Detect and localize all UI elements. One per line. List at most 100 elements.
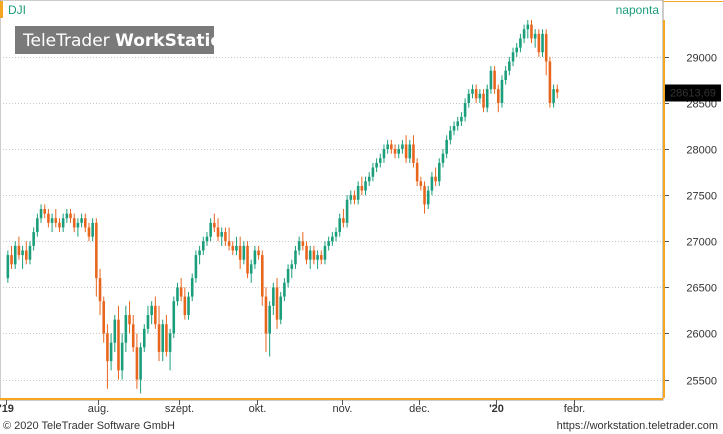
candle-body [91, 222, 94, 237]
candle-layer [6, 20, 559, 394]
candle-body [445, 139, 448, 154]
y-tick-label: 29000 [686, 53, 717, 65]
x-tick-label: okt. [249, 403, 267, 415]
candle-body [544, 33, 548, 62]
candle-body [95, 222, 98, 279]
candle-body [537, 33, 541, 53]
candle-body [268, 305, 271, 334]
candle-body [548, 61, 552, 103]
candle-body [342, 218, 345, 223]
candle-body [6, 255, 10, 279]
candle-body [165, 324, 168, 352]
x-tick-label: szept. [165, 403, 194, 415]
candle-body [519, 38, 522, 48]
candle-body [474, 89, 478, 99]
candle-body [555, 89, 559, 93]
candle-body [522, 29, 526, 39]
candle-body [415, 162, 419, 182]
candle-body [17, 245, 21, 256]
candle-body [113, 319, 117, 343]
last-price-label: 28613,69 [670, 87, 716, 99]
candle-body [124, 315, 128, 343]
candle-body [356, 185, 360, 200]
candle-body [408, 144, 412, 159]
candle-body [142, 328, 146, 348]
x-tick-label: febr. [564, 403, 585, 415]
candle-body [301, 241, 305, 246]
candle-body [249, 264, 253, 274]
candle-body [308, 250, 312, 260]
candle-body [238, 245, 242, 260]
candle-body [349, 195, 353, 200]
candle-body [69, 213, 72, 219]
candle-body [283, 282, 286, 297]
candle-body [150, 305, 153, 316]
footer-copyright: © 2020 TeleTrader Software GmbH [3, 420, 175, 432]
candle-body [65, 213, 69, 219]
candle-body [430, 176, 434, 191]
candle-body [485, 89, 489, 108]
candle-body [117, 319, 120, 371]
candle-body [242, 245, 246, 260]
candle-body [467, 93, 471, 103]
candle-body [24, 250, 28, 260]
x-tick-label: '20 [489, 403, 504, 415]
candle-body [319, 255, 323, 260]
candle-body [10, 255, 13, 265]
candle-body [423, 185, 426, 205]
watermark-bold: WorkStation [115, 31, 234, 51]
candle-body [316, 255, 319, 260]
candle-body [331, 236, 334, 242]
last-price-box [665, 84, 721, 102]
candle-body [106, 333, 109, 362]
accent-bar-top-left [0, 1, 3, 18]
candle-body [419, 181, 423, 186]
candle-body [390, 144, 393, 150]
candle-body [526, 24, 530, 30]
candle-body [437, 162, 441, 182]
candle-body [345, 199, 349, 223]
candle-body [401, 144, 404, 150]
candle-body [500, 79, 504, 103]
candle-body [176, 287, 179, 302]
candle-body [294, 250, 297, 265]
candle-body [489, 70, 493, 90]
candle-body [39, 209, 43, 219]
candle-body [264, 296, 268, 334]
candle-body [187, 296, 190, 316]
candle-body [128, 315, 131, 325]
candle-body [161, 324, 165, 352]
watermark-box [15, 26, 214, 54]
candle-body [13, 245, 17, 265]
candle-body [371, 167, 375, 177]
candle-body [530, 24, 533, 39]
candle-body [102, 301, 106, 334]
candle-body [135, 347, 139, 380]
candle-body [482, 93, 485, 108]
candle-body [54, 218, 58, 223]
candle-body [426, 190, 430, 205]
candle-body [21, 250, 24, 256]
candle-body [28, 245, 32, 260]
candle-body [260, 255, 264, 297]
candle-body [80, 218, 83, 223]
candle-body [382, 149, 386, 159]
candle-body [172, 301, 176, 334]
candle-body [50, 218, 54, 223]
accent-bar-top-right [663, 1, 723, 2]
accent-bar-y-axis [663, 20, 665, 398]
candle-body [375, 162, 378, 168]
candle-body [456, 121, 460, 127]
candle-body [183, 296, 187, 316]
candle-body [378, 158, 382, 163]
candle-body [213, 222, 216, 228]
candle-body [61, 218, 65, 228]
candle-body [463, 102, 467, 117]
watermark-light: TeleTrader [22, 31, 115, 51]
candle-body [36, 218, 39, 233]
footer-url: https://workstation.teletrader.com [557, 420, 718, 432]
y-tick-label: 26500 [686, 283, 717, 295]
y-tick-label: 26000 [686, 329, 717, 341]
candle-body [201, 241, 205, 251]
